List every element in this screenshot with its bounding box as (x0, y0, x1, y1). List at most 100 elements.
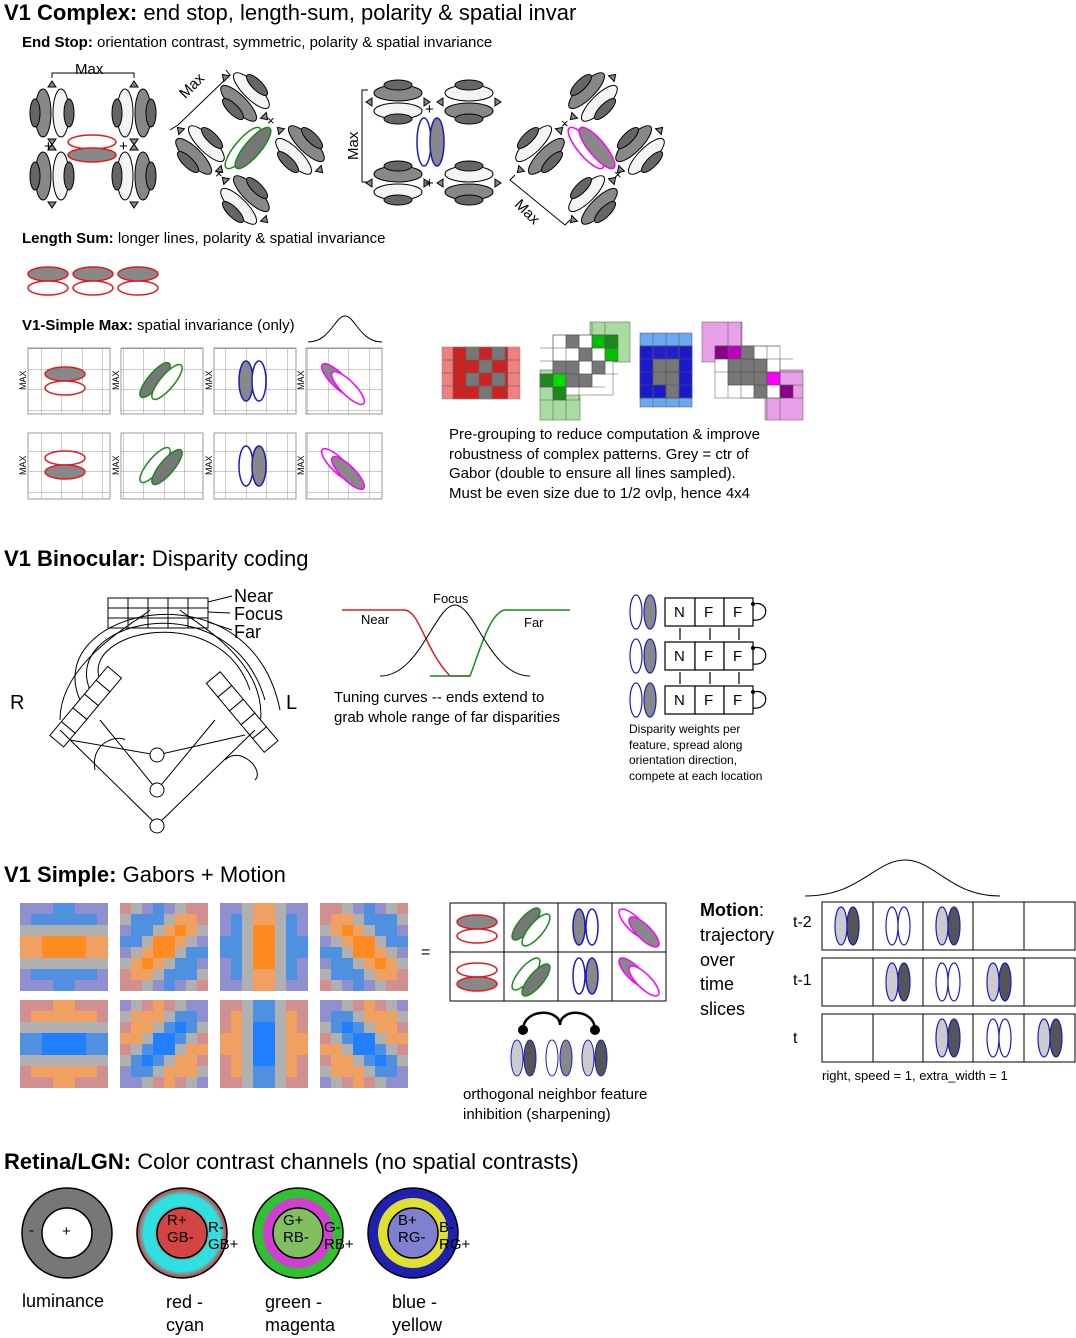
gabor-pixel (31, 969, 42, 980)
motion-feature-blob (1037, 1018, 1051, 1058)
gabor-pixel (186, 958, 197, 969)
gabor-pixel (220, 1066, 231, 1077)
gabor-pixel (64, 1055, 75, 1066)
pregroup-mosaic-red (441, 346, 521, 400)
gabor-pixel (231, 936, 242, 947)
gabor-pixel (242, 1077, 253, 1088)
gabor-pixel (42, 903, 53, 914)
gabor-pixel (386, 903, 397, 914)
motion-bell-curve (804, 859, 1001, 897)
gabor-pixel (186, 903, 197, 914)
gabor-pixel (86, 958, 97, 969)
gabor-pixel (353, 914, 364, 925)
motion-features (834, 906, 1063, 1058)
gabor-pixel (20, 1011, 31, 1022)
motion-label: Motion: trajectory over time slices (700, 900, 775, 1020)
gabor-pixel (364, 914, 375, 925)
gabor-pixel (253, 947, 264, 958)
gabor-pixel (386, 947, 397, 958)
gabor-pixel (197, 1066, 208, 1077)
gabor-pixel (220, 925, 231, 936)
gabor-pixel (53, 925, 64, 936)
gabor-pixel (197, 969, 208, 980)
gabor-pixel (375, 958, 386, 969)
gabor-pixel (231, 1022, 242, 1033)
gabor-pixel (386, 969, 397, 980)
gabor-pixel (53, 947, 64, 958)
gabor-pixel (75, 903, 86, 914)
gabor-pixel (364, 947, 375, 958)
gabor-pixel (97, 914, 108, 925)
gabor-pixel (397, 914, 408, 925)
gabor-pixel (320, 1000, 331, 1011)
gabor-pixel (331, 903, 342, 914)
gabor-pixel (97, 903, 108, 914)
gabor-pixel (264, 914, 275, 925)
gabor-pixel (186, 914, 197, 925)
gabor-pixel (175, 1055, 186, 1066)
grid-max-label: MAX (111, 455, 121, 475)
gabor-pixel (64, 1011, 75, 1022)
disparity-weight-rows (629, 594, 767, 718)
motion-feature-blob (885, 962, 899, 1002)
grid-max-label: MAX (296, 455, 306, 475)
gabor-pixel (397, 1077, 408, 1088)
gabor-pixel (220, 1077, 231, 1088)
gabor-pixel (297, 980, 308, 991)
gabor-pixel (42, 936, 53, 947)
gabor-pixel (397, 1000, 408, 1011)
gabor-pixel (175, 1066, 186, 1077)
gabor-pixel (297, 936, 308, 947)
gabor-pixel (164, 1077, 175, 1088)
gabor-pixel (264, 925, 275, 936)
pregroup-mosaic-blue (639, 332, 693, 408)
gabor-pixel (20, 1055, 31, 1066)
times-sign: × (267, 113, 275, 128)
gabor-pixel (342, 1033, 353, 1044)
gabor-pixel (397, 925, 408, 936)
gabor-pixel (97, 947, 108, 958)
gabor-pixel (120, 1055, 131, 1066)
gabor-pixel (31, 925, 42, 936)
gabor-pixel (42, 1055, 53, 1066)
gabor-pixel (153, 1066, 164, 1077)
gabor-pixel (331, 914, 342, 925)
grid-max-label: MAX (111, 370, 121, 390)
gabor-pixel (342, 1011, 353, 1022)
gabor-pixel (153, 1022, 164, 1033)
motion-feature-blob (1049, 1018, 1063, 1058)
gabor-pixel (320, 1044, 331, 1055)
channel-label-red-cyan: red - cyan (166, 1292, 205, 1336)
gabor-pixel (231, 947, 242, 958)
gabor-pixel (253, 936, 264, 947)
curve-near-label: Near (361, 612, 390, 627)
gabor-pixel (220, 980, 231, 991)
gabor-pixel (31, 947, 42, 958)
gabor-pixel (231, 1055, 242, 1066)
gabor-pixel (353, 947, 364, 958)
gabor-pixel (31, 1044, 42, 1055)
gabor-pixel (264, 1044, 275, 1055)
gabor-pixel (42, 969, 53, 980)
gabor-pixel (220, 969, 231, 980)
gabor-pixel (242, 1011, 253, 1022)
gabor-pixel (264, 1022, 275, 1033)
gabor-pixel (297, 914, 308, 925)
gabor-pixel (175, 1077, 186, 1088)
gabor-pixel (386, 1033, 397, 1044)
gabor-pixel (386, 1022, 397, 1033)
gabor-pixel (142, 903, 153, 914)
gabor-pixel (197, 1022, 208, 1033)
gabor-pixel (242, 1055, 253, 1066)
gabor-pixel (142, 1077, 153, 1088)
gabor-pixel (253, 958, 264, 969)
gabor-pixel (353, 1011, 364, 1022)
gabor-pixel (153, 914, 164, 925)
gabor-pixel (242, 1033, 253, 1044)
gabor-pixel (375, 1044, 386, 1055)
gabor-pixel (331, 1000, 342, 1011)
channel-surround-label: R- GB+ (208, 1219, 239, 1254)
gabor-pixel (342, 958, 353, 969)
gabor-pixel (53, 1044, 64, 1055)
gabor-pixel (53, 1011, 64, 1022)
